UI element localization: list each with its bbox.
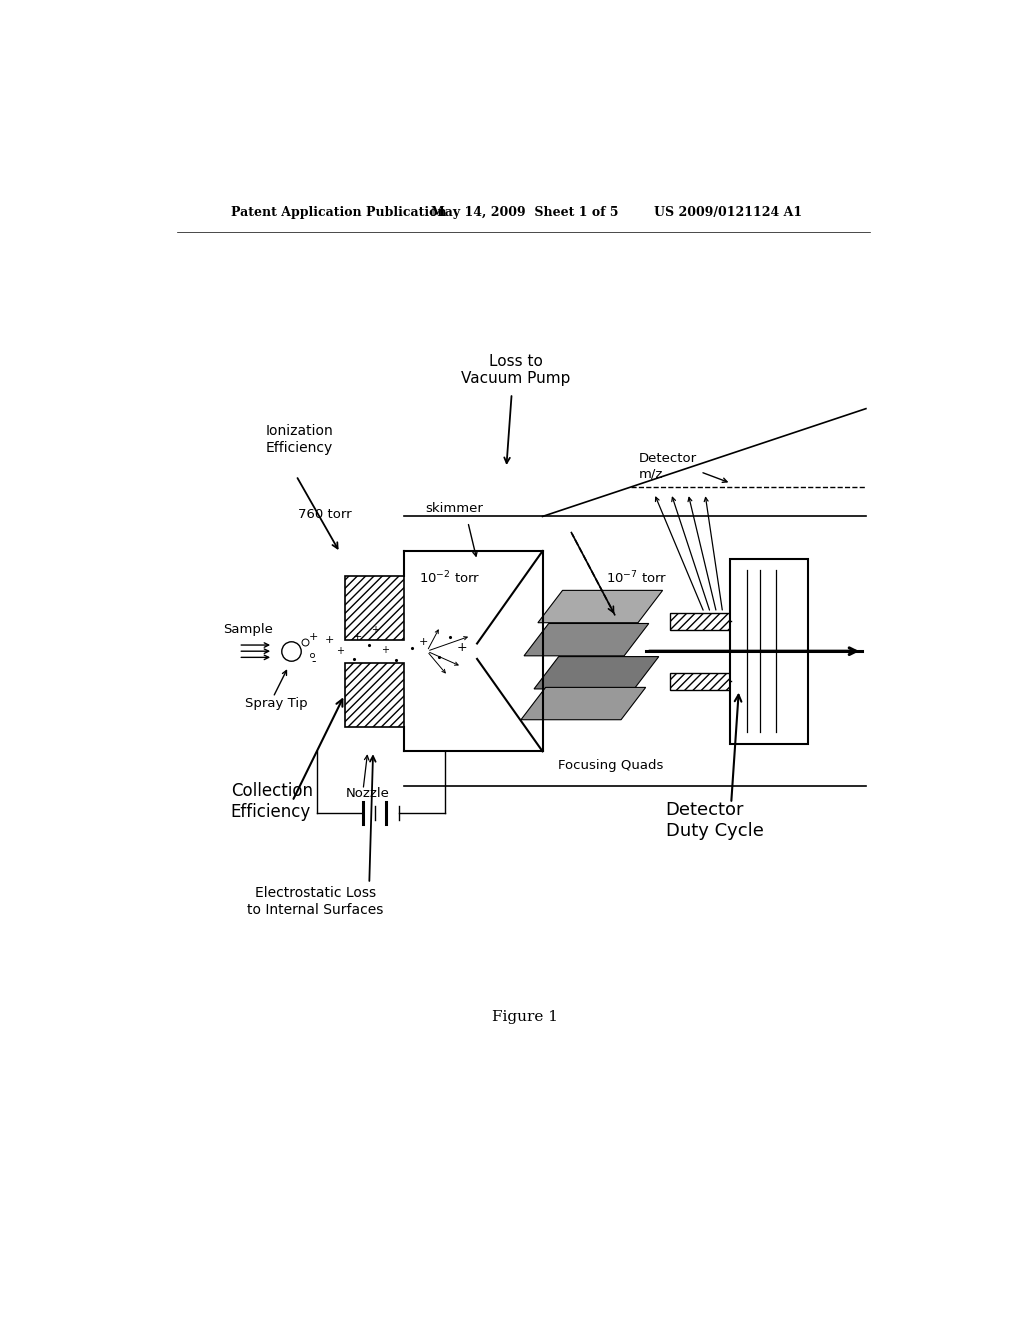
Text: Collection
Efficiency: Collection Efficiency xyxy=(230,781,312,821)
Text: skimmer: skimmer xyxy=(425,502,483,515)
Bar xyxy=(670,673,731,689)
Bar xyxy=(345,663,403,726)
Bar xyxy=(670,612,731,630)
Polygon shape xyxy=(521,688,646,719)
Text: +: + xyxy=(325,635,334,645)
Text: +: + xyxy=(457,640,467,653)
Text: -: - xyxy=(311,656,316,668)
Text: May 14, 2009  Sheet 1 of 5: May 14, 2009 Sheet 1 of 5 xyxy=(431,206,618,219)
Text: $10^{-2}$ torr: $10^{-2}$ torr xyxy=(419,570,481,586)
Text: +: + xyxy=(419,638,428,647)
Text: +: + xyxy=(372,624,380,635)
Text: Figure 1: Figure 1 xyxy=(492,1010,558,1024)
Polygon shape xyxy=(524,623,649,656)
Text: $10^{-7}$ torr: $10^{-7}$ torr xyxy=(606,570,668,586)
Bar xyxy=(345,576,403,640)
Text: Nozzle: Nozzle xyxy=(346,787,390,800)
Text: Detector
m/z: Detector m/z xyxy=(639,453,697,480)
Bar xyxy=(670,673,731,689)
Polygon shape xyxy=(535,656,658,689)
Text: 760 torr: 760 torr xyxy=(298,508,352,520)
Bar xyxy=(670,612,731,630)
Text: Spray Tip: Spray Tip xyxy=(245,697,307,710)
Text: Sample: Sample xyxy=(223,623,272,636)
Bar xyxy=(730,558,808,743)
Polygon shape xyxy=(538,590,663,623)
Text: US 2009/0121124 A1: US 2009/0121124 A1 xyxy=(654,206,802,219)
Bar xyxy=(345,576,403,640)
Text: +: + xyxy=(336,647,344,656)
Text: Focusing Quads: Focusing Quads xyxy=(558,759,664,772)
Text: Patent Application Publication: Patent Application Publication xyxy=(230,206,446,219)
Text: Ionization
Efficiency: Ionization Efficiency xyxy=(265,424,333,454)
Text: Loss to
Vacuum Pump: Loss to Vacuum Pump xyxy=(461,354,570,387)
Text: +: + xyxy=(309,632,318,643)
Text: Detector
Duty Cycle: Detector Duty Cycle xyxy=(666,801,764,840)
Text: +: + xyxy=(381,644,389,655)
Bar xyxy=(345,663,403,726)
Text: Electrostatic Loss
to Internal Surfaces: Electrostatic Loss to Internal Surfaces xyxy=(247,886,384,916)
Text: +: + xyxy=(353,632,362,643)
